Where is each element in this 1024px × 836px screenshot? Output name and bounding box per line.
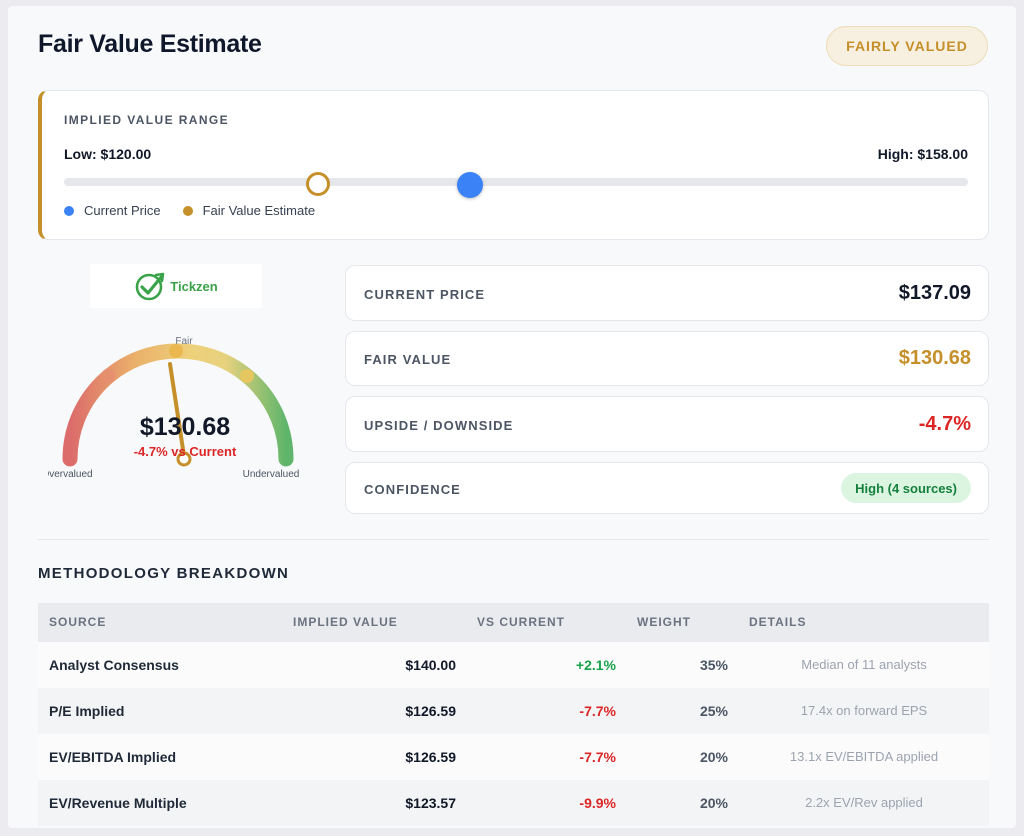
fair-value-card-metric: FAIR VALUE $130.68 bbox=[345, 331, 989, 386]
row-implied-value: $126.59 bbox=[405, 749, 456, 765]
table-row: EV/Revenue Multiple $123.57 -9.9% 20% 2.… bbox=[38, 780, 989, 826]
row-details: 13.1x EV/EBITDA applied bbox=[789, 749, 939, 764]
row-vs-current: -7.7% bbox=[579, 749, 616, 765]
current-price-marker bbox=[457, 172, 483, 198]
range-high-label: High: $158.00 bbox=[877, 146, 968, 162]
gauge-value: $130.68 bbox=[140, 413, 230, 441]
row-source: EV/EBITDA Implied bbox=[49, 749, 177, 765]
row-details: 17.4x on forward EPS bbox=[800, 703, 928, 718]
page-title: Fair Value Estimate bbox=[38, 30, 262, 58]
current-price-label: CURRENT PRICE bbox=[364, 287, 486, 302]
col-header-source: SOURCE bbox=[49, 615, 107, 629]
confidence-badge: High (4 sources) bbox=[841, 473, 971, 503]
row-implied-value: $126.59 bbox=[405, 703, 456, 719]
gauge-tick-under bbox=[240, 369, 254, 383]
row-vs-current: -7.7% bbox=[579, 703, 616, 719]
fair-value-label: FAIR VALUE bbox=[364, 352, 452, 367]
table-row: EV/EBITDA Implied $126.59 -7.7% 20% 13.1… bbox=[38, 734, 989, 780]
col-header-details: DETAILS bbox=[749, 615, 807, 629]
row-source: P/E Implied bbox=[49, 703, 125, 719]
table-header: SOURCE IMPLIED VALUE VS CURRENT WEIGHT D… bbox=[38, 603, 989, 642]
confidence-label: CONFIDENCE bbox=[364, 482, 461, 497]
upside-downside-value: -4.7% bbox=[918, 413, 971, 435]
methodology-title: METHODOLOGY BREAKDOWN bbox=[38, 565, 290, 582]
row-source: EV/Revenue Multiple bbox=[49, 795, 187, 811]
gauge-delta: -4.7% vs Current bbox=[134, 444, 237, 459]
fair-value-gauge: Fair Overvalued Undervalued $130.68 -4.7… bbox=[48, 336, 300, 480]
row-implied-value: $140.00 bbox=[405, 657, 456, 673]
gauge-label-undervalued: Undervalued bbox=[243, 469, 300, 480]
row-details: Median of 11 analysts bbox=[801, 657, 927, 672]
fair-value-dot-icon bbox=[182, 205, 193, 216]
legend-item-current: Current Price bbox=[64, 203, 161, 218]
implied-value-range-panel: IMPLIED VALUE RANGE Low: $120.00 High: $… bbox=[38, 90, 989, 240]
row-weight: 20% bbox=[699, 749, 728, 765]
upside-downside-label: UPSIDE / DOWNSIDE bbox=[364, 418, 514, 433]
col-header-implied-value: IMPLIED VALUE bbox=[293, 615, 398, 629]
table-row: Analyst Consensus $140.00 +2.1% 35% Medi… bbox=[38, 642, 989, 688]
current-price-dot-icon bbox=[64, 205, 74, 216]
gauge-tick-over bbox=[101, 369, 115, 383]
upside-downside-card: UPSIDE / DOWNSIDE -4.7% bbox=[345, 396, 989, 452]
row-source: Analyst Consensus bbox=[49, 657, 179, 673]
current-price-card: CURRENT PRICE $137.09 bbox=[345, 265, 989, 321]
legend-current-label: Current Price bbox=[84, 203, 161, 218]
range-heading: IMPLIED VALUE RANGE bbox=[64, 113, 230, 127]
table-row: P/E Implied $126.59 -7.7% 25% 17.4x on f… bbox=[38, 688, 989, 734]
col-header-vs-current: VS CURRENT bbox=[477, 615, 566, 629]
row-implied-value: $123.57 bbox=[405, 795, 456, 811]
row-weight: 35% bbox=[699, 657, 728, 673]
range-legend: Current Price Fair Value Estimate bbox=[64, 203, 315, 218]
current-price-value: $137.09 bbox=[898, 282, 971, 304]
gauge-label-overvalued: Overvalued bbox=[48, 469, 93, 480]
gauge-pivot bbox=[176, 451, 192, 467]
row-vs-current: -9.9% bbox=[579, 795, 616, 811]
range-low-label: Low: $120.00 bbox=[64, 146, 152, 162]
valuation-status-badge: FAIRLY VALUED bbox=[826, 26, 988, 66]
fair-value-marker bbox=[306, 172, 330, 196]
methodology-table: SOURCE IMPLIED VALUE VS CURRENT WEIGHT D… bbox=[38, 603, 989, 826]
row-weight: 20% bbox=[699, 795, 728, 811]
gauge-needle bbox=[168, 362, 186, 458]
logo-text: Tickzen bbox=[170, 278, 218, 294]
row-details: 2.2x EV/Rev applied bbox=[805, 795, 923, 810]
col-header-weight: WEIGHT bbox=[637, 615, 691, 629]
range-track bbox=[64, 178, 968, 186]
fair-value-value: $130.68 bbox=[898, 347, 971, 369]
legend-item-fair: Fair Value Estimate bbox=[182, 203, 316, 218]
tickzen-logo: Tickzen bbox=[90, 264, 262, 308]
legend-fair-label: Fair Value Estimate bbox=[202, 203, 316, 218]
section-divider bbox=[38, 539, 989, 540]
row-vs-current: +2.1% bbox=[575, 657, 616, 673]
fair-value-card: Fair Value Estimate FAIRLY VALUED IMPLIE… bbox=[8, 6, 1016, 828]
confidence-card: CONFIDENCE High (4 sources) bbox=[345, 462, 989, 514]
checkmark-logo-icon bbox=[135, 272, 165, 301]
gauge-tick-fair bbox=[169, 344, 183, 358]
gauge-label-fair: Fair bbox=[175, 336, 193, 347]
row-weight: 25% bbox=[699, 703, 728, 719]
